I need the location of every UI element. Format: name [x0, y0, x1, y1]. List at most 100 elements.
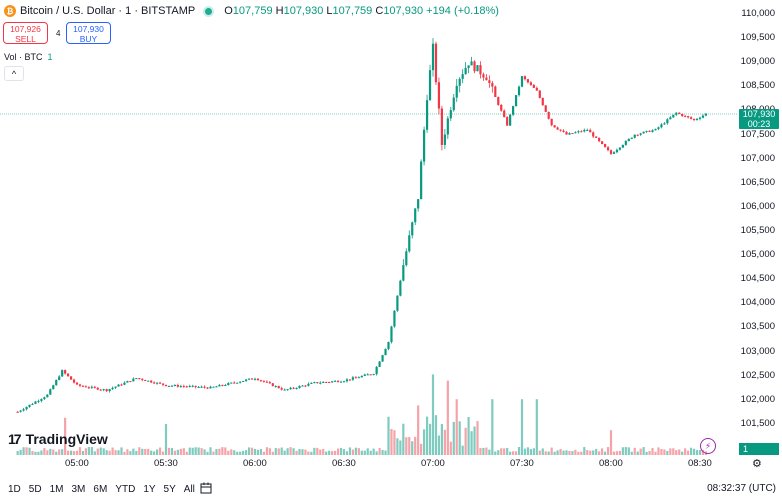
candle-body	[179, 386, 182, 388]
timeframe-button[interactable]: 5D	[28, 483, 42, 495]
candle-body	[262, 380, 265, 382]
volume-bar	[185, 451, 188, 455]
price-tick-label: 101,500	[740, 417, 775, 429]
buy-button[interactable]: 107,930 BUY	[66, 22, 111, 44]
volume-bar	[681, 451, 684, 455]
chart-canvas[interactable]	[0, 0, 782, 478]
volume-bar	[672, 448, 675, 455]
price-tick-label: 105,000	[740, 249, 775, 261]
volume-bar	[612, 451, 616, 455]
volume-bar	[283, 450, 286, 455]
volume-bar	[690, 447, 693, 455]
candle-body	[304, 385, 307, 387]
timeframe-button[interactable]: YTD	[115, 483, 136, 495]
volume-legend[interactable]: Vol · BTC 1	[4, 52, 53, 62]
volume-bar	[129, 451, 132, 455]
timeframe-button[interactable]: 1M	[49, 483, 64, 495]
volume-bar	[482, 447, 485, 455]
candle-body	[242, 380, 245, 382]
volume-bar	[271, 451, 274, 455]
time-tick-label: 06:30	[332, 458, 356, 469]
candle-body	[215, 386, 218, 388]
utc-clock[interactable]: 08:32:37 (UTC)	[707, 483, 776, 494]
volume-bar	[289, 447, 292, 455]
candle-body	[277, 386, 280, 389]
volume-bar	[603, 451, 607, 455]
volume-bar	[182, 448, 185, 455]
volume-bar	[494, 451, 497, 455]
candle-body	[565, 131, 568, 135]
timeframe-button[interactable]: 1Y	[143, 483, 156, 495]
candle-body	[586, 129, 589, 131]
candle-body	[336, 380, 340, 382]
candle-body	[589, 129, 592, 133]
candle-body	[695, 118, 699, 120]
lightning-icon[interactable]: ⚡	[700, 438, 716, 454]
candle-body	[470, 61, 473, 66]
volume-bar	[550, 447, 553, 455]
timeframe-button[interactable]: 6M	[93, 483, 108, 495]
candle-body	[503, 110, 506, 118]
volume-bar	[675, 450, 678, 455]
timeframe-button[interactable]: All	[183, 483, 195, 495]
volume-bar	[161, 451, 165, 455]
candle-body	[541, 97, 544, 106]
volume-bar	[28, 447, 31, 455]
volume-bar	[304, 449, 307, 455]
candle-body	[129, 381, 132, 383]
volume-bar	[203, 449, 206, 455]
candle-body	[461, 74, 464, 79]
candle-body	[61, 370, 64, 377]
candle-body	[286, 389, 289, 391]
volume-bar	[428, 423, 432, 455]
volume-bar	[16, 451, 19, 455]
candle-body	[102, 389, 105, 391]
volume-bar	[473, 426, 476, 455]
candle-body	[476, 65, 479, 72]
volume-bar	[292, 448, 295, 455]
candle-body	[194, 385, 197, 388]
candle-body	[40, 399, 43, 401]
volume-bar	[405, 437, 408, 455]
timeframe-button[interactable]: 5Y	[163, 483, 176, 495]
candle-body	[203, 386, 206, 388]
candle-body	[150, 380, 153, 383]
timeframe-button[interactable]: 3M	[71, 483, 86, 495]
candle-body	[75, 382, 79, 385]
volume-bar	[595, 448, 598, 455]
settings-gear-icon[interactable]: ⚙	[752, 458, 762, 470]
sell-button[interactable]: 107,926 SELL	[3, 22, 48, 44]
volume-bar	[286, 448, 289, 455]
calendar-icon[interactable]	[200, 482, 212, 494]
timeframe-button[interactable]: 1D	[8, 483, 21, 495]
volume-bar	[390, 429, 393, 455]
volume-bar	[93, 451, 96, 455]
time-tick-label: 08:30	[688, 458, 712, 469]
tradingview-logo[interactable]: 17 TradingView	[8, 431, 108, 447]
candle-body	[571, 133, 574, 135]
volume-bar	[19, 449, 22, 455]
volume-bar	[627, 447, 630, 455]
candle-body	[227, 383, 230, 386]
candle-body	[247, 378, 251, 380]
volume-bar	[642, 447, 645, 455]
candle-body	[138, 378, 141, 380]
candle-body	[520, 76, 524, 87]
candle-body	[345, 379, 349, 382]
candle-body	[423, 129, 426, 162]
price-tick-label: 109,000	[740, 56, 775, 68]
symbol-title[interactable]: Bitcoin / U.S. Dollar · 1 · BITSTAMP	[20, 5, 196, 17]
candle-body	[111, 387, 114, 390]
candle-body	[408, 235, 411, 252]
volume-bar	[72, 451, 76, 455]
volume-bar	[378, 448, 381, 455]
candle-body	[253, 378, 257, 380]
price-tick-label: 106,000	[740, 200, 775, 212]
candle-body	[147, 380, 150, 382]
volume-bar	[420, 443, 423, 455]
volume-bar	[345, 451, 349, 455]
volume-bar	[491, 399, 494, 455]
collapse-chevron-icon[interactable]: ^	[4, 66, 24, 81]
volume-bar	[470, 431, 473, 455]
candle-body	[509, 114, 512, 126]
